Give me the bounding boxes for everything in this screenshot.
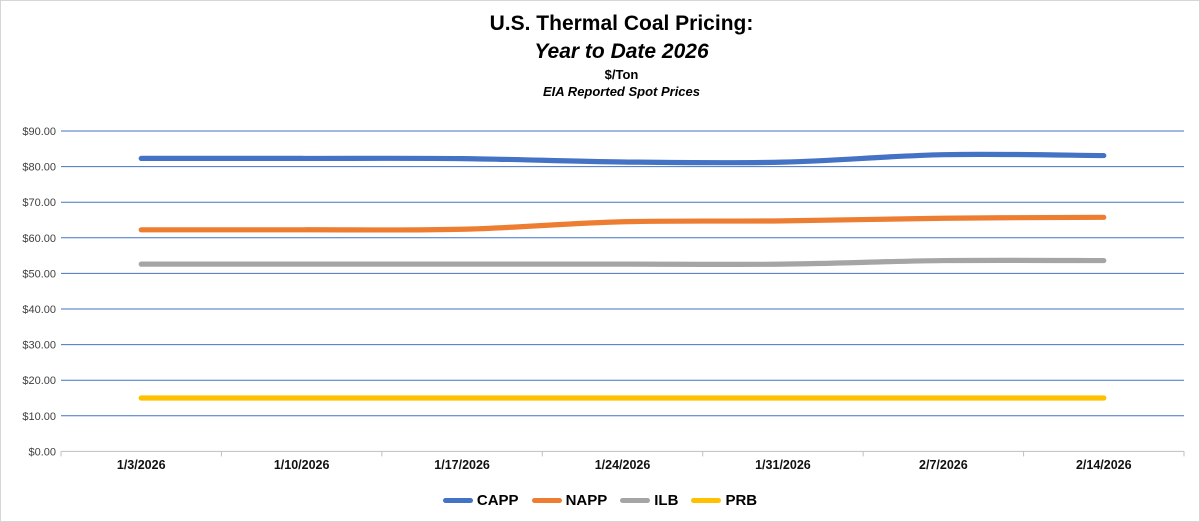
y-axis-label: $90.00 bbox=[22, 126, 56, 138]
series-line-napp bbox=[138, 214, 1107, 233]
y-axis-label: $50.00 bbox=[22, 268, 56, 280]
x-axis-label: 1/10/2026 bbox=[274, 458, 330, 472]
x-axis-label: 1/17/2026 bbox=[434, 458, 490, 472]
legend-swatch-prb bbox=[691, 498, 722, 503]
series-line-ilb bbox=[138, 257, 1107, 268]
legend-item-prb: PRB bbox=[691, 493, 757, 508]
legend-swatch-ilb bbox=[620, 498, 651, 503]
legend-label: ILB bbox=[654, 492, 679, 509]
y-axis-label: $30.00 bbox=[22, 340, 56, 352]
y-axis-label: $20.00 bbox=[22, 375, 56, 387]
x-axis-label: 1/3/2026 bbox=[117, 458, 166, 472]
legend-swatch-capp bbox=[442, 498, 473, 503]
legend-item-napp: NAPP bbox=[531, 492, 608, 509]
y-axis-label: $10.00 bbox=[22, 411, 56, 423]
x-axis-label: 1/31/2026 bbox=[755, 458, 811, 472]
chart-legend: CAPP NAPP ILB PRB bbox=[1, 493, 1199, 508]
y-axis-label: $40.00 bbox=[22, 304, 56, 316]
x-axis-label: 2/7/2026 bbox=[919, 458, 968, 472]
y-axis-label: $80.00 bbox=[22, 162, 56, 174]
x-axis-label: 1/24/2026 bbox=[595, 458, 651, 472]
y-axis-label: $0.00 bbox=[28, 446, 56, 458]
y-axis-label: $70.00 bbox=[22, 197, 56, 209]
legend-label: CAPP bbox=[476, 492, 519, 509]
x-axis-label: 2/14/2026 bbox=[1076, 458, 1132, 472]
y-axis-label: $60.00 bbox=[22, 233, 56, 245]
series-line-capp bbox=[138, 151, 1107, 166]
legend-swatch-napp bbox=[531, 498, 562, 503]
legend-item-ilb: ILB bbox=[620, 493, 678, 508]
legend-label: PRB bbox=[725, 492, 758, 509]
legend-item-capp: CAPP bbox=[442, 492, 519, 509]
legend-label: NAPP bbox=[565, 492, 608, 509]
